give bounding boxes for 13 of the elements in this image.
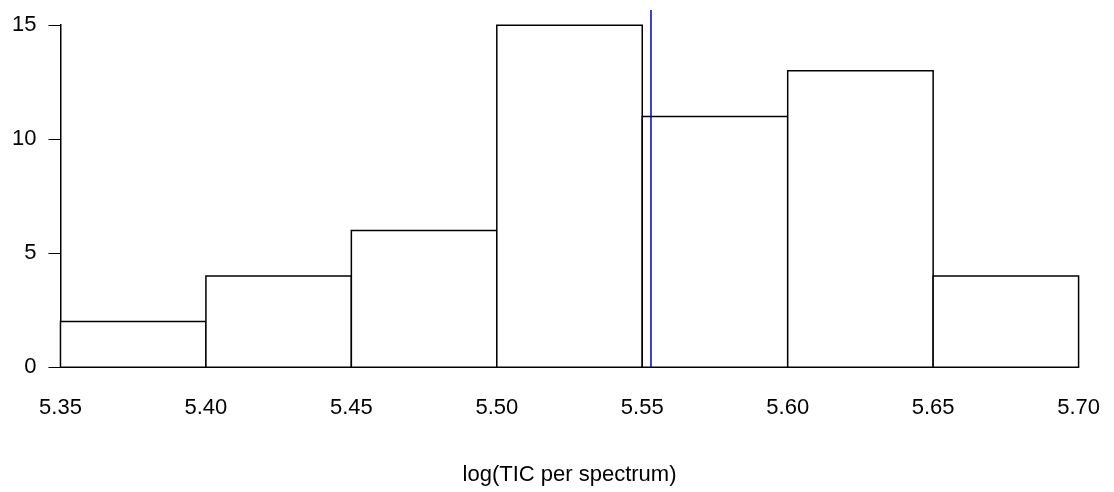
y-tick-label: 0 [24, 353, 37, 379]
x-tick-label: 5.50 [475, 394, 519, 420]
y-tick-label: 5 [24, 239, 37, 265]
x-tick-label: 5.70 [1057, 394, 1100, 420]
y-tick-label: 10 [11, 125, 37, 151]
x-tick-label: 5.60 [766, 394, 810, 420]
x-tick-label: 5.45 [329, 394, 373, 420]
y-tick-label: 15 [11, 11, 37, 37]
x-tick-label: 5.55 [620, 394, 664, 420]
x-tick-label: 5.40 [184, 394, 228, 420]
x-axis-title: log(TIC per spectrum) [462, 460, 677, 486]
x-tick-label: 5.35 [39, 394, 82, 420]
x-tick-label: 5.65 [911, 394, 955, 420]
